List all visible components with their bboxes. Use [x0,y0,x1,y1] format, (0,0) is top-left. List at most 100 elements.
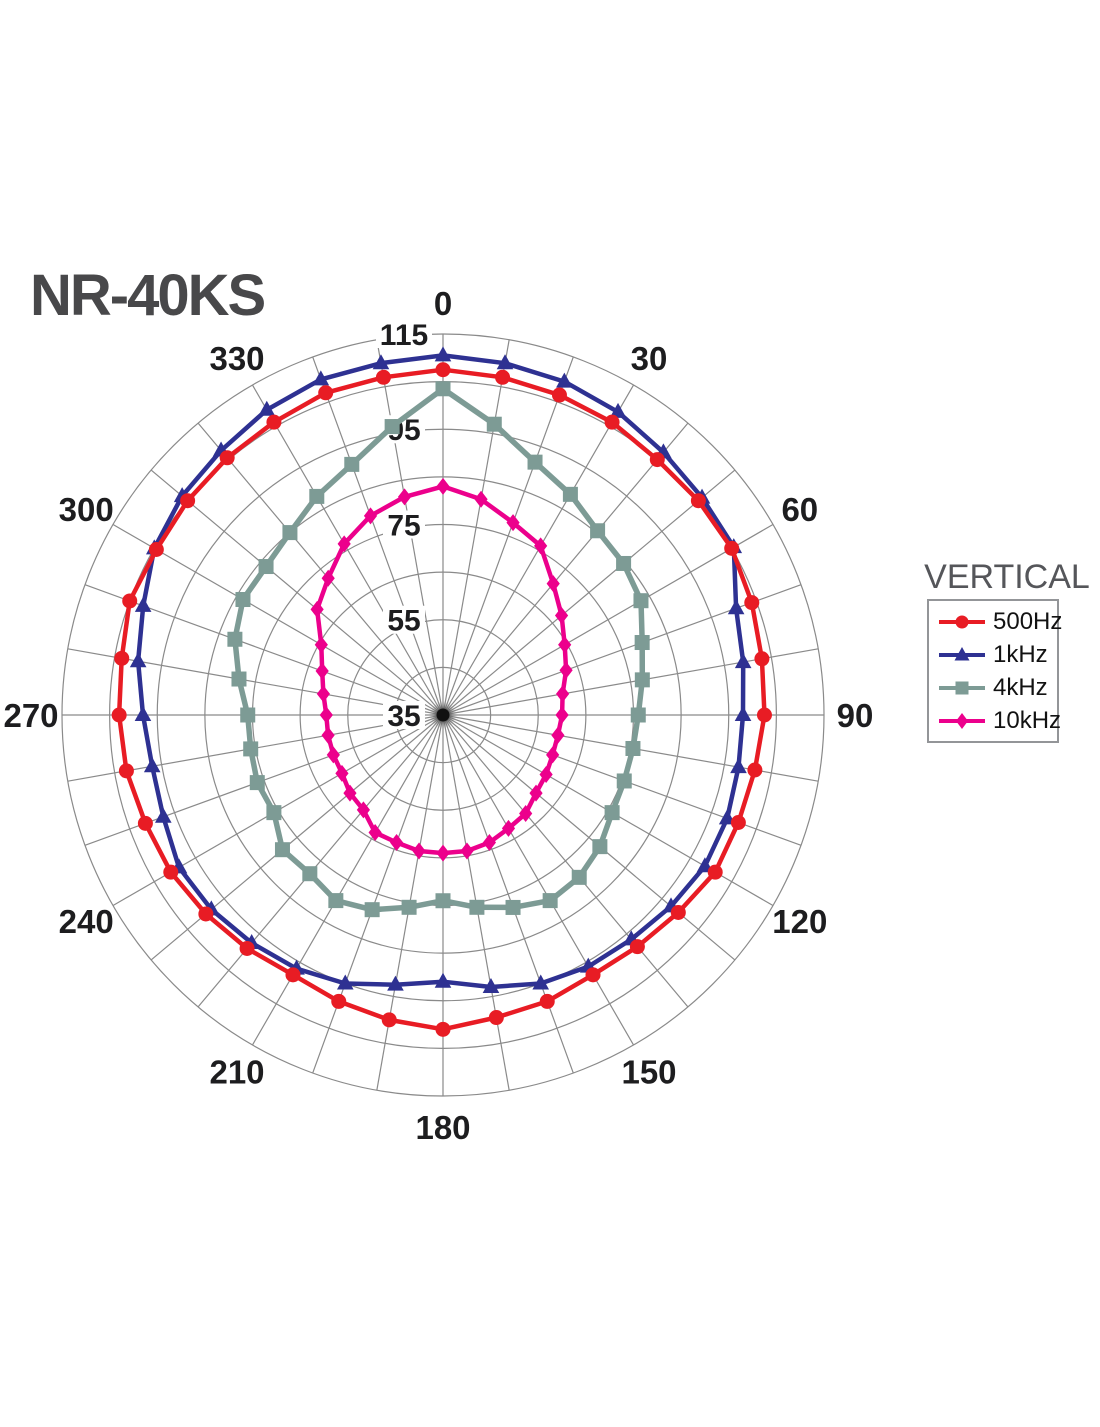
series-line [314,484,569,856]
data-point [375,369,391,385]
grid-ring [61,333,825,1097]
legend-marker [955,615,969,628]
series-line [116,367,767,1032]
data-point [670,904,686,920]
legend-item-500hz: 500Hz [937,606,1062,638]
data-point [555,685,570,703]
angle-tick-label-180: 180 [415,1109,470,1146]
legend-marker-1khz-icon [939,646,985,660]
data-point [315,662,329,680]
legend-item-4khz: 4kHz [937,672,1057,704]
data-point [134,596,152,612]
data-point [727,599,745,615]
radial-label-bg [383,605,425,634]
data-point [532,974,550,990]
angle-tick-label-30: 30 [631,340,668,377]
data-point [546,575,560,593]
data-point [336,974,354,990]
data-point [558,636,572,654]
data-point [129,652,147,668]
data-point [114,650,130,666]
data-point [337,535,351,553]
data-point [734,653,752,669]
data-point [625,740,641,756]
data-point [363,507,378,525]
series-10khz [310,477,573,862]
data-point [326,746,340,764]
data-point [604,414,620,430]
data-point [690,493,706,509]
data-point [501,819,516,837]
data-point [318,385,334,401]
data-point [436,844,450,862]
radial-tick-label: 35 [387,700,420,733]
data-point [435,1021,451,1037]
data-point [616,773,632,789]
grid-ring [204,476,682,954]
radial-label-bg [376,320,432,348]
series-line [135,353,746,990]
legend-label-10khz: 10kHz [993,706,1062,734]
data-point [539,993,555,1009]
legend-marker-10khz-icon [939,712,985,729]
data-point [310,600,324,618]
data-point [482,834,497,852]
data-point [460,842,474,860]
data-point [707,864,723,880]
data-point [137,815,153,831]
legend-marker-500hz-icon [939,615,985,628]
data-point [384,419,400,435]
legend-item-10khz: 10kHz [937,705,1061,737]
data-point [474,490,488,508]
data-point [412,842,426,860]
page-title: NR-40KS [30,263,266,328]
angle-tick-label-300: 300 [59,491,114,528]
data-point [180,493,196,509]
data-point [134,706,152,721]
data-point [529,784,543,802]
data-point [730,815,746,831]
data-point [143,757,161,773]
data-point [505,899,521,915]
legend-label-4khz: 4kHz [993,673,1048,701]
data-point [519,805,533,823]
data-point [534,537,548,555]
data-point [381,1012,397,1028]
data-point [163,864,179,880]
data-point [231,671,247,687]
legend-marker-4khz-icon [939,681,985,694]
data-point [482,978,500,994]
data-point [321,726,335,744]
angle-tick-label-240: 240 [59,903,114,940]
data-point [148,542,164,558]
legend-marker [955,681,969,694]
data-point [756,707,772,723]
data-point [239,940,255,956]
data-point [604,805,620,821]
data-point [328,893,344,909]
data-point [609,402,627,418]
angle-tick-label-210: 210 [209,1054,264,1091]
data-point [496,354,514,370]
radial-label-bg [383,510,425,539]
legend-item-1khz: 1kHz [937,639,1057,671]
data-point [154,807,172,823]
data-point [435,893,451,909]
data-point [316,685,331,703]
data-point [227,631,243,647]
data-point [744,595,760,611]
data-point [724,540,740,556]
data-point [240,707,256,723]
angle-tick-label-120: 120 [772,903,827,940]
data-point [111,707,127,723]
series-500hz [111,362,772,1037]
data-point [633,593,649,609]
data-point [434,346,452,362]
angle-tick-labels: 0 30 60 90 120 150 180 210 240 270 300 330 [3,285,873,1146]
data-point [556,372,573,388]
data-point [266,414,282,430]
data-point [571,869,587,885]
data-point [249,775,265,791]
data-point [634,672,650,688]
